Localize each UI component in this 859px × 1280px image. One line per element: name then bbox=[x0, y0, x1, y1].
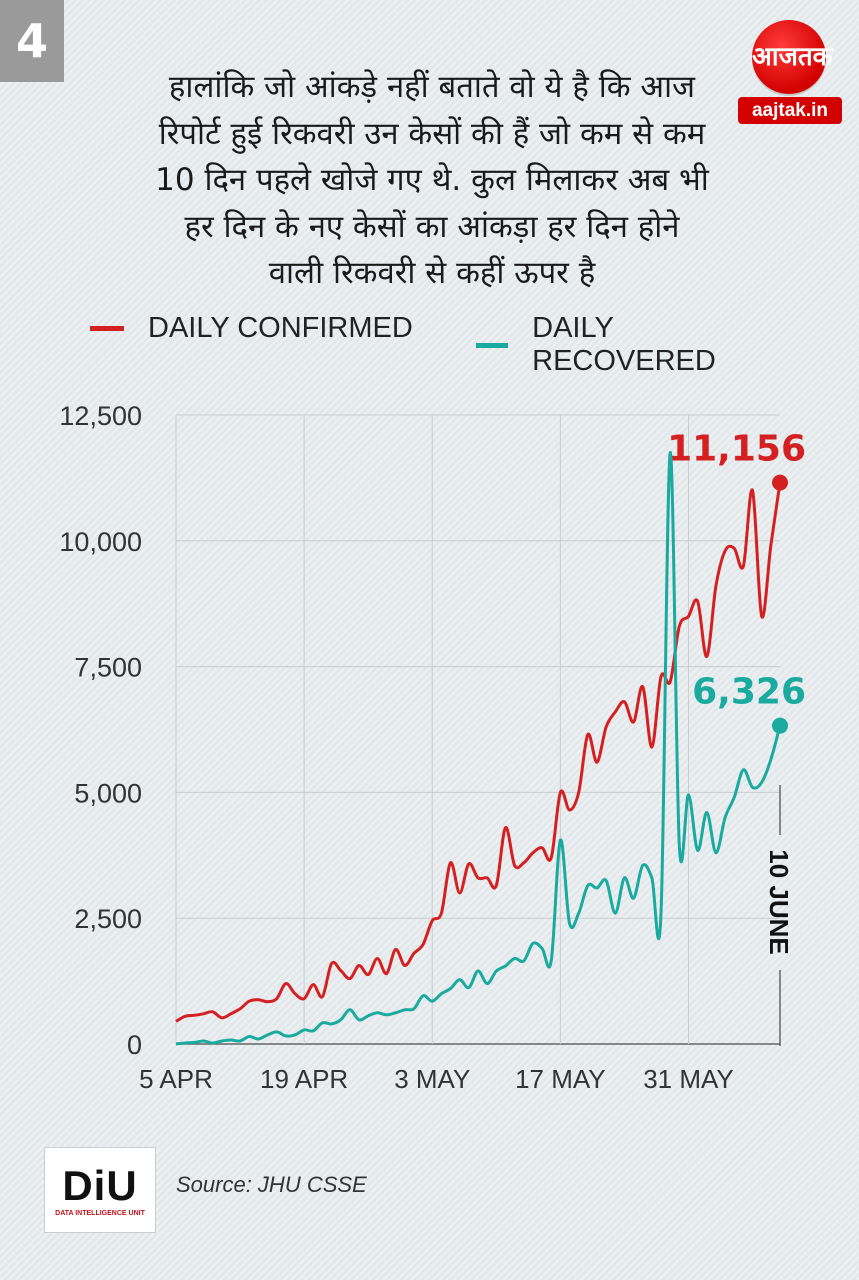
confirmed-end-point bbox=[772, 474, 788, 491]
legend-label-recovered: DAILY RECOVERED bbox=[532, 312, 716, 377]
x-tick-label: 17 MAY bbox=[515, 1064, 606, 1094]
headline-line: रिपोर्ट हुई रिकवरी उन केसों की हैं जो कम… bbox=[158, 115, 706, 152]
headline-line: हालांकि जो आंकड़े नहीं बताते वो ये है कि… bbox=[168, 69, 696, 105]
end-date-annotation: 10 JUNE bbox=[764, 849, 794, 955]
legend-item-confirmed: DAILY CONFIRMED bbox=[90, 312, 413, 345]
diu-logo-mark: DiU bbox=[62, 1162, 138, 1209]
headline-line: 10 दिन पहले खोजे गए थे. कुल मिलाकर अब भी bbox=[155, 162, 709, 198]
y-tick-label: 7,500 bbox=[74, 653, 142, 683]
x-tick-label: 31 MAY bbox=[643, 1064, 734, 1094]
legend-swatch-confirmed bbox=[90, 326, 124, 331]
headline-line: वाली रिकवरी से कहीं ऊपर है bbox=[268, 255, 596, 291]
chart-legend: DAILY CONFIRMED DAILY RECOVERED bbox=[90, 312, 790, 377]
recovered-end-label: 6,326 bbox=[692, 672, 806, 713]
y-tick-label: 5,000 bbox=[74, 778, 142, 808]
headline: हालांकि जो आंकड़े नहीं बताते वो ये है कि… bbox=[92, 64, 772, 297]
legend-label-confirmed: DAILY CONFIRMED bbox=[148, 312, 413, 344]
legend-item-recovered: DAILY RECOVERED bbox=[476, 312, 790, 378]
y-tick-label: 0 bbox=[127, 1030, 142, 1060]
x-tick-label: 3 MAY bbox=[394, 1064, 470, 1094]
confirmed-end-label: 11,156 bbox=[667, 429, 806, 470]
x-tick-label: 19 APR bbox=[260, 1064, 348, 1094]
legend-swatch-recovered bbox=[476, 342, 509, 348]
y-tick-label: 10,000 bbox=[59, 527, 142, 557]
confirmed-line bbox=[175, 482, 782, 1023]
brand-site: aajtak.in bbox=[738, 97, 842, 124]
diu-logo: DiU DATA INTELLIGENCE UNIT bbox=[44, 1147, 156, 1233]
source-note: Source: JHU CSSE bbox=[176, 1172, 367, 1197]
y-tick-label: 12,500 bbox=[59, 401, 142, 431]
x-tick-label: 5 APR bbox=[139, 1064, 213, 1094]
recovered-end-point bbox=[772, 717, 788, 734]
brand-logo-icon: आजतक bbox=[752, 20, 833, 94]
page-number: 4 bbox=[0, 0, 64, 82]
diu-logo-tag: DATA INTELLIGENCE UNIT bbox=[55, 1210, 145, 1217]
y-tick-label: 2,500 bbox=[74, 904, 142, 934]
headline-line: हर दिन के नए केसों का आंकड़ा हर दिन होने bbox=[184, 208, 680, 245]
aajtak-logo: आजतक aajtak.in bbox=[738, 20, 846, 124]
line-chart: 0 2,500 5,000 7,500 10,000 12,500 5 APR 19 APR 3… bbox=[59, 401, 806, 1094]
recovered-line bbox=[175, 451, 782, 1046]
